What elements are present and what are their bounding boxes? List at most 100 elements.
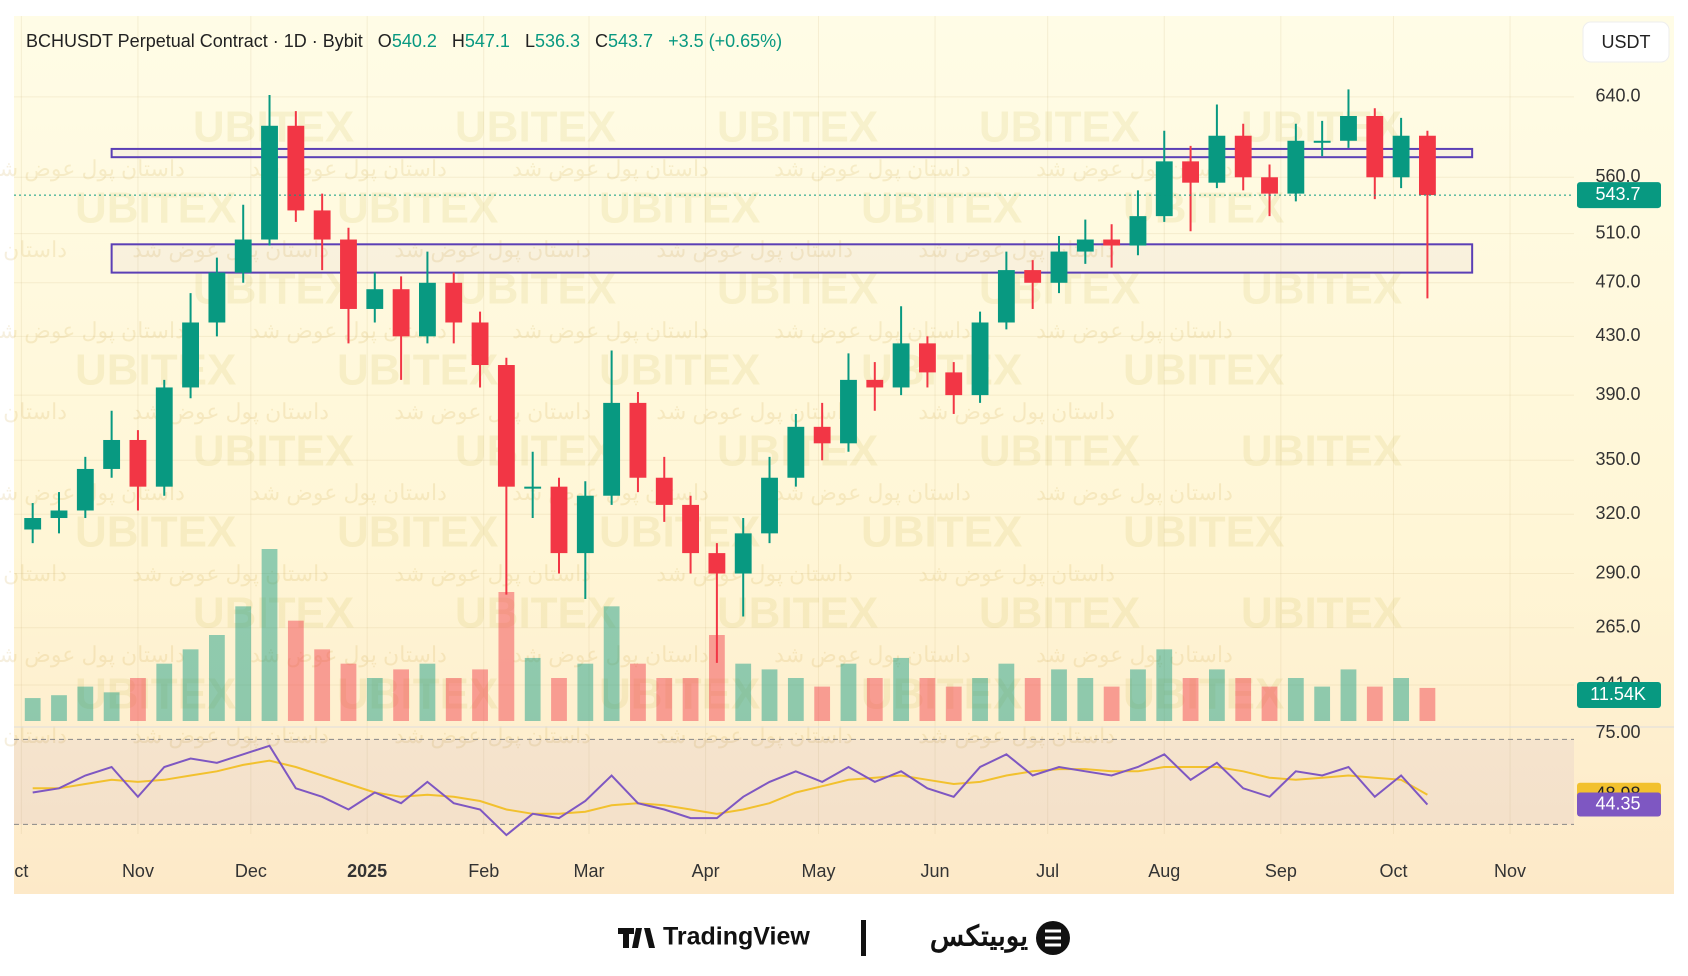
watermark-brand: UBITEX bbox=[599, 508, 760, 557]
ubitex-logo-lines bbox=[1045, 929, 1061, 947]
candle-body bbox=[1024, 270, 1042, 283]
candle-body bbox=[234, 239, 252, 273]
volume-bar bbox=[577, 663, 594, 721]
candle-body bbox=[813, 426, 831, 444]
x-tick-label: Jul bbox=[1036, 861, 1059, 881]
volume-bar bbox=[1314, 686, 1331, 721]
watermark-slogan: داستان پول عوض شد bbox=[1036, 480, 1233, 506]
candle-body bbox=[182, 322, 199, 388]
volume-bar bbox=[761, 669, 778, 721]
watermark-brand: UBITEX bbox=[337, 670, 498, 719]
volume-bar bbox=[919, 678, 936, 721]
volume-bar bbox=[1366, 686, 1383, 721]
volume-bar bbox=[419, 663, 436, 721]
volume-bar bbox=[1103, 686, 1120, 721]
watermark-slogan: داستان پول عوض شد bbox=[250, 156, 447, 182]
close: 543.7 bbox=[608, 31, 653, 51]
volume-bar bbox=[1077, 678, 1094, 721]
volume-bar bbox=[24, 698, 41, 721]
watermark-brand: UBITEX bbox=[337, 346, 498, 395]
watermark-brand: UBITEX bbox=[75, 184, 236, 233]
watermark-slogan: داستان پول عوض شد bbox=[512, 642, 709, 668]
volume-bar bbox=[1156, 649, 1173, 721]
watermark-brand: UBITEX bbox=[1241, 427, 1402, 476]
watermark-brand: UBITEX bbox=[193, 427, 354, 476]
volume-bar bbox=[182, 649, 199, 721]
y-tick-label: 390.0 bbox=[1595, 384, 1640, 404]
volume-bar bbox=[972, 678, 988, 721]
watermark-brand: UBITEX bbox=[455, 589, 616, 638]
watermark-brand: UBITEX bbox=[861, 346, 1022, 395]
y-tick-label: 320.0 bbox=[1595, 503, 1640, 523]
candle-body bbox=[971, 322, 989, 396]
candle-body bbox=[1366, 115, 1384, 178]
volume-bar bbox=[1209, 669, 1225, 721]
volume-bar bbox=[1235, 678, 1252, 721]
watermark-slogan: داستان پول عوض شد bbox=[656, 561, 853, 587]
candle-body bbox=[1340, 115, 1357, 141]
o-letter: O bbox=[378, 31, 392, 51]
volume-bar bbox=[209, 635, 225, 721]
volume-bar bbox=[1024, 678, 1041, 721]
watermark-slogan: داستان پول عوض شد bbox=[656, 237, 853, 263]
watermark-slogan: داستان پول عوض شد bbox=[774, 642, 971, 668]
watermark-brand: UBITEX bbox=[1241, 589, 1402, 638]
watermark-brand: UBITEX bbox=[861, 184, 1022, 233]
watermark-brand: UBITEX bbox=[979, 427, 1140, 476]
legend-header: BCHUSDT Perpetual Contract · 1D · Bybit … bbox=[26, 31, 782, 51]
candle-body bbox=[866, 379, 884, 388]
volume-bar bbox=[314, 649, 331, 721]
x-tick-label: Dec bbox=[235, 861, 267, 881]
divider bbox=[861, 920, 866, 956]
candle-body bbox=[1076, 239, 1094, 252]
candle-body bbox=[366, 289, 384, 309]
volume-bar bbox=[287, 620, 304, 721]
candle-body bbox=[787, 426, 805, 478]
y-tick-label: 640.0 bbox=[1595, 86, 1640, 106]
currency[interactable]: USDT bbox=[1602, 32, 1651, 52]
candle-body bbox=[419, 282, 436, 337]
volume-bar bbox=[866, 678, 883, 721]
volume-bar bbox=[156, 663, 173, 721]
watermark-slogan: داستان پول عوض شد bbox=[656, 399, 853, 425]
candle-body bbox=[340, 239, 357, 309]
watermark-slogan: داستان پول عوض شد bbox=[918, 399, 1115, 425]
volume-bar bbox=[630, 663, 646, 721]
watermark-brand: UBITEX bbox=[337, 508, 498, 557]
footer-right: یوبیتکس bbox=[930, 920, 1028, 953]
currency-box[interactable] bbox=[1582, 21, 1670, 63]
candle-body bbox=[445, 282, 463, 323]
candle-body bbox=[892, 343, 910, 388]
candle-body bbox=[524, 486, 542, 489]
watermark-slogan: داستان پول عوض شد bbox=[0, 156, 185, 182]
watermark-slogan: داستان پول عوض شد bbox=[0, 561, 67, 587]
watermark-slogan: داستان پول عوض شد bbox=[0, 642, 185, 668]
candle-body bbox=[103, 439, 121, 469]
candle-body bbox=[1234, 135, 1252, 178]
candle-body bbox=[919, 343, 936, 373]
volume-bar bbox=[814, 686, 831, 721]
volume-bar bbox=[235, 606, 252, 721]
volume-bar bbox=[393, 669, 409, 721]
watermark-brand: UBITEX bbox=[717, 103, 878, 152]
candle-body bbox=[576, 495, 594, 554]
volume-bar bbox=[551, 678, 567, 721]
watermark-slogan: داستان پول عوض شد bbox=[1036, 642, 1233, 668]
volume-bar bbox=[735, 663, 752, 721]
watermark-slogan: داستان پول عوض شد bbox=[250, 480, 447, 506]
c-letter: C bbox=[595, 31, 608, 51]
volume-bar bbox=[1393, 678, 1409, 721]
y-tick-label: 560.0 bbox=[1595, 166, 1640, 186]
x-tick-label: Oct bbox=[1379, 861, 1407, 881]
rsi-ma-line bbox=[32, 759, 1428, 815]
watermark-slogan: داستان پول عوض شد bbox=[132, 237, 329, 263]
volume-bar bbox=[524, 657, 541, 721]
y-tick-label: 290.0 bbox=[1595, 562, 1640, 582]
zone bbox=[110, 243, 1474, 274]
watermark-slogan: داستان پول عوض شد bbox=[0, 399, 67, 425]
x-tick-label: Nov bbox=[122, 861, 154, 881]
zone bbox=[110, 147, 1474, 159]
x-tick-label: Aug bbox=[1148, 861, 1180, 881]
volume-bar bbox=[682, 678, 699, 721]
